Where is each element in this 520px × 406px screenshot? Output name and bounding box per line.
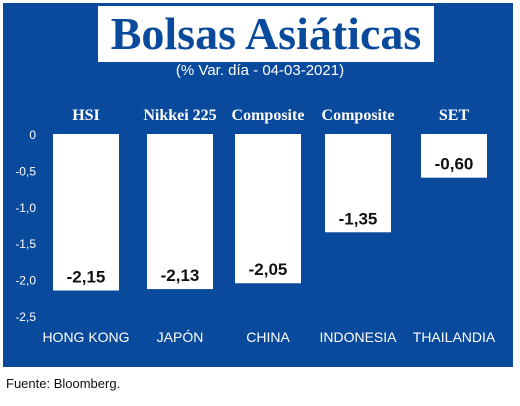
y-tick-label: -0,5 [15,164,36,178]
data-label: -0,60 [435,155,474,174]
y-tick-label: -1,5 [15,237,36,251]
bar [421,134,487,178]
bar [325,134,391,233]
bar-chart: 0 -0,5 -1,0 -1,5 -2,0 -2,5 HSI -2,15 HONG KONG Ni… [15,107,496,345]
bar [147,134,213,290]
category-label: JAPÓN [157,329,204,345]
category-label: THAILANDIA [413,329,496,345]
index-label: Composite [322,107,395,124]
bar [53,134,119,291]
y-tick-label: 0 [29,128,36,142]
bar [235,134,301,284]
source-note: Fuente: Bloomberg. [6,376,121,391]
y-tick-label: -2,0 [15,274,36,288]
data-label: -2,15 [67,268,106,287]
title-box: Bolsas Asiáticas [98,6,434,62]
data-label: -2,13 [161,266,200,285]
y-tick-label: -2,5 [15,310,36,324]
data-label: -1,35 [339,209,378,228]
chart-subtitle: (% Var. día - 04-03-2021) [175,62,345,79]
chart-title: Bolsas Asiáticas [110,8,422,59]
data-label: -2,05 [249,260,288,279]
category-label: HONG KONG [42,329,129,345]
index-label: HSI [72,107,100,124]
category-label: INDONESIA [319,329,397,345]
index-label: SET [439,107,470,124]
y-tick-label: -1,0 [15,201,36,215]
index-label: Composite [232,107,305,124]
category-label: CHINA [246,329,290,345]
index-label: Nikkei 225 [143,107,216,124]
